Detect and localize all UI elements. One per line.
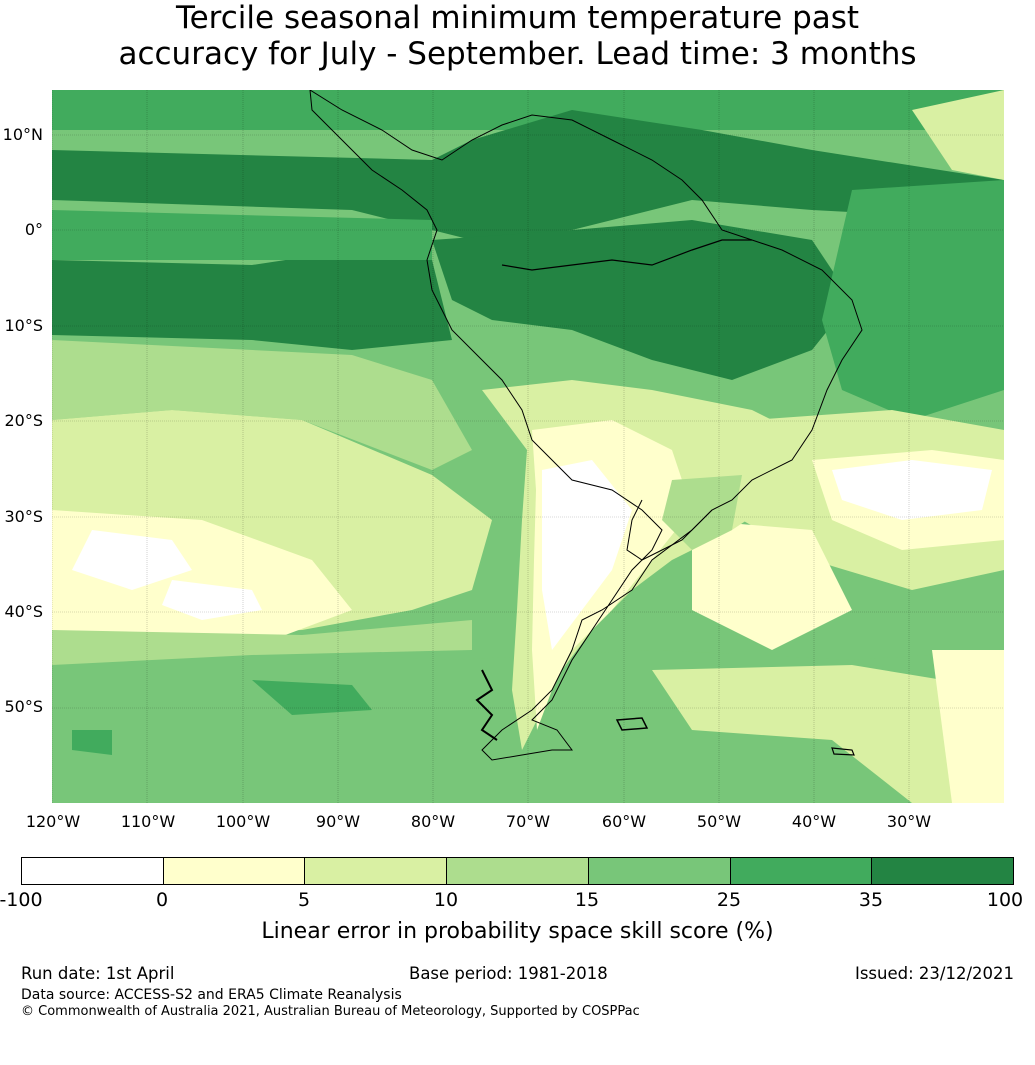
lon-tick-label: 90°W bbox=[315, 812, 361, 831]
lat-tick-label: 40°S bbox=[4, 602, 43, 621]
colorbar-tick-label: 10 bbox=[433, 889, 459, 911]
colorbar-tick-label: 25 bbox=[716, 889, 742, 911]
colorbar-tick-label: 5 bbox=[297, 889, 311, 911]
lon-tick-label: 40°W bbox=[791, 812, 837, 831]
coastline bbox=[309, 90, 863, 761]
field-band bbox=[652, 665, 1004, 803]
skill-map bbox=[52, 90, 1004, 803]
colorbar-bin bbox=[872, 858, 1014, 884]
field-band bbox=[692, 520, 852, 650]
river-plate bbox=[626, 499, 713, 561]
colorbar-bin bbox=[305, 858, 448, 884]
colorbar-tick-label: 35 bbox=[858, 889, 884, 911]
south-georgia bbox=[831, 747, 855, 756]
issued-date: Issued: 23/12/2021 bbox=[854, 964, 1014, 983]
data-source: Data source: ACCESS-S2 and ERA5 Climate … bbox=[21, 987, 402, 1003]
field-band bbox=[52, 250, 452, 350]
colorbar-bin bbox=[588, 858, 731, 884]
field-band bbox=[52, 340, 472, 470]
lat-tick-label: 20°S bbox=[4, 411, 43, 430]
colorbar-tick-label: 15 bbox=[574, 889, 600, 911]
field-band bbox=[52, 110, 1004, 240]
colorbar-bin bbox=[163, 858, 306, 884]
amazon-river bbox=[501, 239, 752, 271]
lon-tick-label: 120°W bbox=[25, 812, 81, 831]
colorbar-tick-label: 0 bbox=[155, 889, 169, 911]
field-band bbox=[72, 730, 112, 755]
colorbar-bin bbox=[447, 858, 589, 884]
field-band bbox=[52, 620, 472, 665]
field-band bbox=[912, 90, 1004, 180]
title-line-2: accuracy for July - September. Lead time… bbox=[118, 36, 917, 72]
field-band bbox=[52, 210, 432, 260]
colorbar-bin bbox=[22, 858, 164, 884]
colorbar-title: Linear error in probability space skill … bbox=[261, 919, 774, 944]
lon-tick-label: 100°W bbox=[215, 812, 271, 831]
colorbar-tick-label: -100 bbox=[0, 889, 43, 911]
field-land bbox=[662, 475, 742, 550]
lat-tick-label: 10°N bbox=[2, 125, 43, 144]
colorbar-tick-label: 100 bbox=[986, 889, 1024, 911]
lon-tick-label: 30°W bbox=[886, 812, 932, 831]
lon-tick-label: 80°W bbox=[410, 812, 456, 831]
run-date: Run date: 1st April bbox=[21, 964, 175, 983]
field-band bbox=[832, 460, 992, 520]
field-land bbox=[542, 460, 632, 650]
graticule bbox=[52, 90, 1004, 803]
lat-tick-label: 30°S bbox=[4, 507, 43, 526]
title-line-1: Tercile seasonal minimum temperature pas… bbox=[175, 0, 860, 36]
colorbar-bin bbox=[730, 858, 873, 884]
lon-tick-label: 70°W bbox=[505, 812, 551, 831]
field-band bbox=[432, 220, 852, 380]
lon-tick-label: 60°W bbox=[601, 812, 647, 831]
field-band bbox=[252, 680, 372, 715]
field-band bbox=[822, 180, 1004, 420]
lat-tick-label: 0° bbox=[24, 220, 43, 239]
lon-tick-label: 110°W bbox=[120, 812, 176, 831]
chilean-fjords bbox=[475, 669, 498, 741]
copyright: © Commonwealth of Australia 2021, Austra… bbox=[21, 1004, 640, 1019]
map-canvas bbox=[52, 90, 1004, 803]
base-period: Base period: 1981-2018 bbox=[409, 964, 608, 983]
field-band bbox=[932, 650, 1004, 803]
colorbar bbox=[21, 857, 1014, 885]
falkland-islands bbox=[615, 717, 649, 731]
field-band bbox=[72, 530, 192, 590]
lat-tick-label: 10°S bbox=[4, 316, 43, 335]
field-band bbox=[162, 580, 262, 620]
lat-tick-label: 50°S bbox=[4, 697, 43, 716]
chart-title: Tercile seasonal minimum temperature pas… bbox=[0, 0, 1035, 72]
lon-tick-label: 50°W bbox=[696, 812, 742, 831]
